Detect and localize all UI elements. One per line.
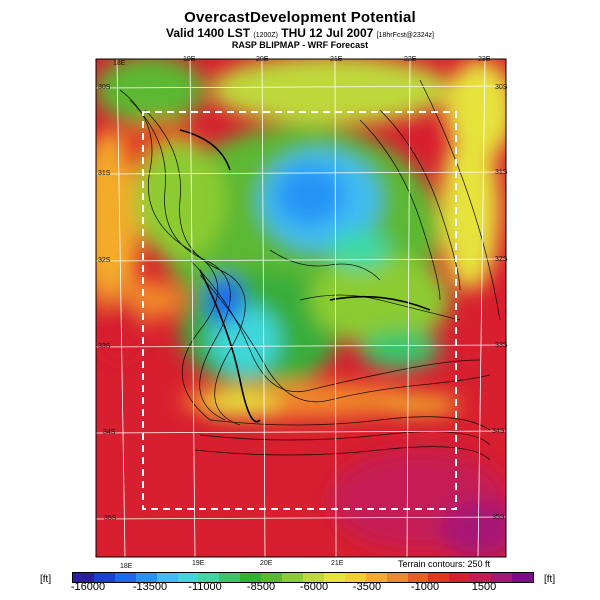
colorbar-label: -6000 [299, 581, 329, 593]
lat-right-30: 30S [495, 84, 508, 91]
terrain-contours [119, 79, 501, 461]
colorbar-label: -16000 [70, 581, 106, 593]
lat-left-35: 35S [104, 515, 117, 522]
colorbar-swatch [512, 573, 533, 582]
colorbar-swatch [282, 573, 303, 582]
forecast-hour: [18hrFcst@2324z] [376, 32, 434, 39]
colorbar-swatch [240, 573, 262, 582]
colorbar-label: -3500 [352, 581, 382, 593]
colorbar-swatch [407, 573, 429, 582]
lon-top-20: 20E [256, 56, 269, 63]
lat-left-30: 30S [98, 84, 111, 91]
chart-title: OvercastDevelopment Potential [184, 9, 416, 26]
colorbar-swatch [491, 573, 513, 582]
colorbar-swatch [323, 573, 345, 582]
unit-right: [ft] [544, 574, 556, 585]
valid-time: Valid 1400 LST (1200Z) THU 12 Jul 2007 [… [0, 26, 600, 40]
colorbar-swatch [93, 573, 115, 582]
colorbar-swatch [156, 573, 178, 582]
colorbar-label: -11000 [188, 581, 222, 593]
colorbar-swatch [177, 573, 199, 582]
lon-top-23: 23E [478, 56, 491, 63]
lat-left-33: 33S [98, 343, 111, 350]
colorbar-swatch [386, 573, 408, 582]
lat-right-31: 31S [495, 169, 508, 176]
colorbar-swatch [470, 573, 492, 582]
colorbar-swatch [219, 573, 241, 582]
lon-top-19: 19E [183, 56, 196, 63]
lon-bottom-20: 20E [260, 560, 273, 567]
lat-right-33: 33S [495, 342, 508, 349]
colorbar-swatch [261, 573, 283, 582]
lon-top-21: 21E [330, 56, 343, 63]
colorbar-swatch [365, 573, 387, 582]
unit-left: [ft] [40, 574, 52, 585]
colorbar-swatch [135, 573, 157, 582]
colorbar-swatch [302, 573, 324, 582]
lat-right-32: 32S [495, 256, 508, 263]
colorbar-label: -1000 [410, 581, 440, 593]
colorbar [72, 572, 534, 583]
colorbar-swatch [114, 573, 136, 582]
colorbar-label: 1500 [471, 581, 497, 593]
map-border [95, 58, 507, 558]
lat-right-35: 35S [492, 514, 505, 521]
lon-top-18: 18E [113, 60, 126, 67]
major-contours [179, 129, 431, 423]
inner-domain-box [142, 111, 457, 510]
valid-utc: (1200Z) [253, 32, 278, 39]
source-label: RASP BLIPMAP - WRF Forecast [231, 40, 369, 50]
lon-bottom-19: 19E [192, 560, 205, 567]
colorbar-swatch [449, 573, 471, 582]
colorbar-label: -13500 [132, 581, 168, 593]
lon-bottom-18: 18E [120, 563, 133, 570]
lat-lon-grid [96, 59, 506, 557]
colorbar-swatch [428, 573, 450, 582]
lat-left-32: 32S [98, 257, 111, 264]
lat-right-34: 34S [492, 428, 505, 435]
lat-left-34: 34S [103, 429, 116, 436]
valid-prefix: Valid 1400 LST [166, 26, 251, 40]
lon-top-22: 22E [404, 56, 417, 63]
lon-bottom-21: 21E [331, 560, 344, 567]
colorbar-swatch [73, 573, 94, 582]
colorbar-swatch [198, 573, 220, 582]
terrain-contour-note: Terrain contours: 250 ft [398, 559, 491, 569]
lat-left-31: 31S [98, 170, 111, 177]
colorbar-label: -8500 [246, 581, 276, 593]
valid-date: THU 12 Jul 2007 [281, 26, 374, 40]
colorbar-swatch [344, 573, 366, 582]
